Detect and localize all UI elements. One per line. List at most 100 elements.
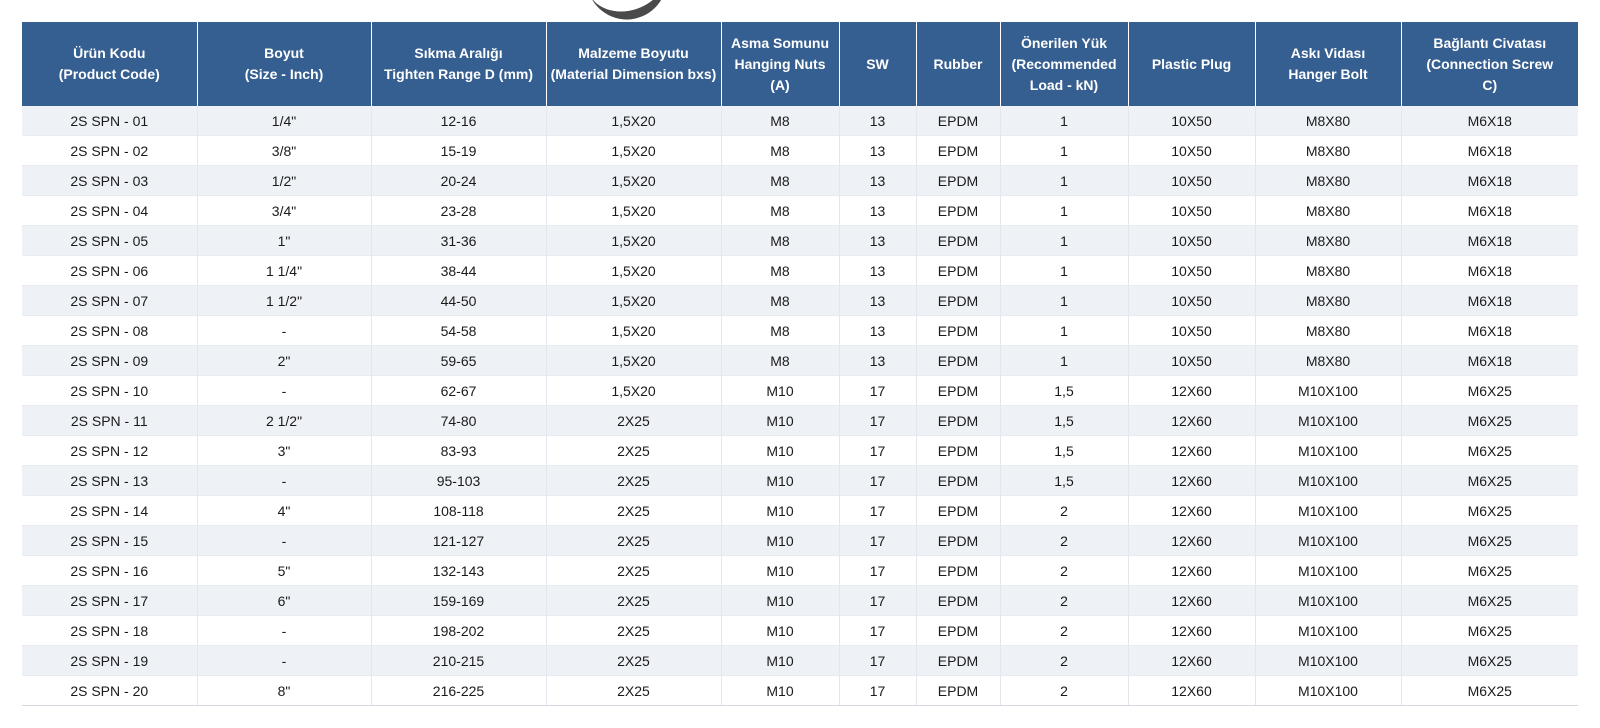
cell-material-dimension: 1,5X20 bbox=[546, 375, 722, 406]
cell-product-code: 2S SPN - 11 bbox=[22, 405, 198, 436]
cell-size: 4" bbox=[197, 495, 372, 526]
cell-size: 6" bbox=[197, 585, 372, 616]
col-header-material-dimension: Malzeme Boyutu (Material Dimension bxs) bbox=[546, 22, 722, 106]
cell-tighten-range: 121-127 bbox=[371, 525, 547, 556]
table-row: 2S SPN - 06 1 1/4" 38-44 1,5X20 M8 13 EPDM 1 10X… bbox=[22, 255, 1578, 286]
cell-sw: 13 bbox=[839, 106, 917, 136]
cell-hanger-bolt: M10X100 bbox=[1255, 465, 1402, 496]
cell-sw: 13 bbox=[839, 225, 917, 256]
cell-material-dimension: 2X25 bbox=[546, 615, 722, 646]
cell-sw: 13 bbox=[839, 195, 917, 226]
cell-material-dimension: 1,5X20 bbox=[546, 285, 722, 316]
cell-plastic-plug: 12X60 bbox=[1128, 585, 1256, 616]
cell-sw: 13 bbox=[839, 315, 917, 346]
cell-product-code: 2S SPN - 14 bbox=[22, 495, 198, 526]
cell-material-dimension: 2X25 bbox=[546, 645, 722, 676]
col-header-sw: SW bbox=[839, 22, 917, 106]
cell-hanger-bolt: M8X80 bbox=[1255, 195, 1402, 226]
cell-product-code: 2S SPN - 07 bbox=[22, 285, 198, 316]
cell-hanging-nuts: M8 bbox=[721, 165, 840, 196]
cell-tighten-range: 108-118 bbox=[371, 495, 547, 526]
cell-connection-screw: M6X25 bbox=[1401, 555, 1578, 586]
cell-connection-screw: M6X25 bbox=[1401, 675, 1578, 706]
cell-hanger-bolt: M10X100 bbox=[1255, 375, 1402, 406]
cell-hanging-nuts: M10 bbox=[721, 405, 840, 436]
table-body: 2S SPN - 01 1/4" 12-16 1,5X20 M8 13 EPDM 1 10X50… bbox=[22, 106, 1578, 706]
cell-recommended-load: 2 bbox=[1000, 495, 1129, 526]
cell-rubber: EPDM bbox=[916, 195, 1001, 226]
cell-recommended-load: 1,5 bbox=[1000, 465, 1129, 496]
cell-connection-screw: M6X18 bbox=[1401, 135, 1578, 166]
cell-hanging-nuts: M8 bbox=[721, 195, 840, 226]
cell-tighten-range: 59-65 bbox=[371, 345, 547, 376]
cell-recommended-load: 1 bbox=[1000, 135, 1129, 166]
cell-connection-screw: M6X25 bbox=[1401, 465, 1578, 496]
cell-recommended-load: 1 bbox=[1000, 315, 1129, 346]
cell-hanging-nuts: M10 bbox=[721, 465, 840, 496]
col-header-recommended-load: Önerilen Yük (Recommended Load - kN) bbox=[1000, 22, 1129, 106]
cell-sw: 13 bbox=[839, 285, 917, 316]
cell-plastic-plug: 10X50 bbox=[1128, 135, 1256, 166]
cell-hanger-bolt: M10X100 bbox=[1255, 495, 1402, 526]
cell-product-code: 2S SPN - 16 bbox=[22, 555, 198, 586]
cell-material-dimension: 2X25 bbox=[546, 465, 722, 496]
cell-plastic-plug: 10X50 bbox=[1128, 345, 1256, 376]
cell-material-dimension: 2X25 bbox=[546, 585, 722, 616]
cell-connection-screw: M6X25 bbox=[1401, 585, 1578, 616]
cell-connection-screw: M6X18 bbox=[1401, 345, 1578, 376]
cell-rubber: EPDM bbox=[916, 165, 1001, 196]
cell-size: - bbox=[197, 525, 372, 556]
cell-product-code: 2S SPN - 02 bbox=[22, 135, 198, 166]
cell-size: - bbox=[197, 315, 372, 346]
cell-hanger-bolt: M8X80 bbox=[1255, 225, 1402, 256]
cell-sw: 17 bbox=[839, 405, 917, 436]
cell-hanging-nuts: M10 bbox=[721, 615, 840, 646]
cell-tighten-range: 210-215 bbox=[371, 645, 547, 676]
cell-rubber: EPDM bbox=[916, 375, 1001, 406]
cell-plastic-plug: 12X60 bbox=[1128, 375, 1256, 406]
table-row: 2S SPN - 15-121-127 2X25 M10 17 EPDM 2 12X60 M1… bbox=[22, 525, 1578, 556]
cell-recommended-load: 2 bbox=[1000, 675, 1129, 706]
cell-hanging-nuts: M8 bbox=[721, 345, 840, 376]
col-header-hanging-nuts: Asma Somunu Hanging Nuts (A) bbox=[721, 22, 840, 106]
table-row: 2S SPN - 07 1 1/2" 44-50 1,5X20 M8 13 EPDM 1 10X… bbox=[22, 285, 1578, 316]
cell-tighten-range: 44-50 bbox=[371, 285, 547, 316]
cell-product-code: 2S SPN - 17 bbox=[22, 585, 198, 616]
cell-hanging-nuts: M10 bbox=[721, 645, 840, 676]
cell-rubber: EPDM bbox=[916, 315, 1001, 346]
cell-connection-screw: M6X18 bbox=[1401, 225, 1578, 256]
cell-plastic-plug: 12X60 bbox=[1128, 615, 1256, 646]
cell-plastic-plug: 10X50 bbox=[1128, 195, 1256, 226]
cell-rubber: EPDM bbox=[916, 225, 1001, 256]
cell-sw: 17 bbox=[839, 435, 917, 466]
cell-rubber: EPDM bbox=[916, 135, 1001, 166]
cell-connection-screw: M6X18 bbox=[1401, 165, 1578, 196]
cell-tighten-range: 132-143 bbox=[371, 555, 547, 586]
cell-sw: 17 bbox=[839, 465, 917, 496]
cell-product-code: 2S SPN - 15 bbox=[22, 525, 198, 556]
cell-size: - bbox=[197, 615, 372, 646]
cell-plastic-plug: 10X50 bbox=[1128, 165, 1256, 196]
cell-connection-screw: M6X18 bbox=[1401, 195, 1578, 226]
table-row: 2S SPN - 16 5" 132-143 2X25 M10 17 EPDM 2 12X60 M… bbox=[22, 555, 1578, 586]
col-header-connection-screw: Bağlantı Civatası (Connection Screw C) bbox=[1401, 22, 1578, 106]
cell-plastic-plug: 10X50 bbox=[1128, 315, 1256, 346]
cell-size: 5" bbox=[197, 555, 372, 586]
cell-sw: 17 bbox=[839, 645, 917, 676]
cell-rubber: EPDM bbox=[916, 525, 1001, 556]
cell-tighten-range: 12-16 bbox=[371, 106, 547, 136]
cell-tighten-range: 54-58 bbox=[371, 315, 547, 346]
cell-rubber: EPDM bbox=[916, 255, 1001, 286]
cell-hanger-bolt: M10X100 bbox=[1255, 525, 1402, 556]
product-spec-table: Ürün Kodu (Product Code) Boyut (Size - I… bbox=[22, 22, 1578, 706]
cell-rubber: EPDM bbox=[916, 285, 1001, 316]
header-row: Ürün Kodu (Product Code) Boyut (Size - I… bbox=[22, 22, 1578, 106]
cell-recommended-load: 2 bbox=[1000, 645, 1129, 676]
cell-hanger-bolt: M8X80 bbox=[1255, 285, 1402, 316]
cell-hanging-nuts: M8 bbox=[721, 106, 840, 136]
cell-size: 2" bbox=[197, 345, 372, 376]
cell-size: 1/4" bbox=[197, 106, 372, 136]
cell-material-dimension: 1,5X20 bbox=[546, 106, 722, 136]
cell-hanger-bolt: M10X100 bbox=[1255, 675, 1402, 706]
col-header-rubber: Rubber bbox=[916, 22, 1001, 106]
